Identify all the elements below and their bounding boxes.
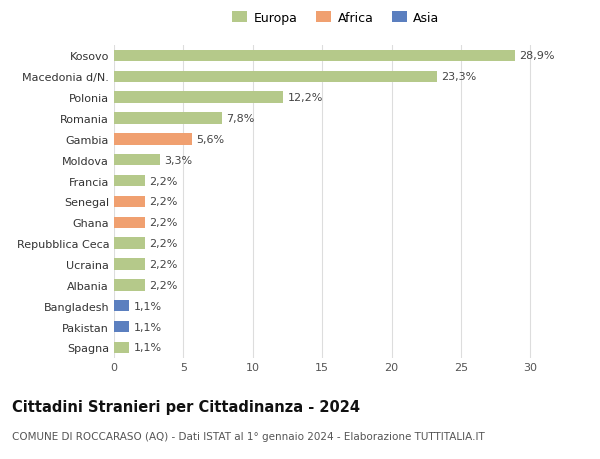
Text: 23,3%: 23,3%: [442, 72, 477, 82]
Text: 12,2%: 12,2%: [287, 93, 323, 103]
Bar: [114, 342, 129, 353]
Text: 28,9%: 28,9%: [519, 51, 554, 62]
Bar: [114, 300, 129, 312]
Bar: [114, 280, 145, 291]
Legend: Europa, Africa, Asia: Europa, Africa, Asia: [232, 11, 440, 24]
Bar: [114, 217, 145, 229]
Text: 2,2%: 2,2%: [149, 280, 177, 290]
Text: 2,2%: 2,2%: [149, 197, 177, 207]
Text: COMUNE DI ROCCARASO (AQ) - Dati ISTAT al 1° gennaio 2024 - Elaborazione TUTTITAL: COMUNE DI ROCCARASO (AQ) - Dati ISTAT al…: [12, 431, 485, 442]
Text: 2,2%: 2,2%: [149, 239, 177, 249]
Bar: [114, 134, 192, 145]
Text: 2,2%: 2,2%: [149, 218, 177, 228]
Bar: [114, 175, 145, 187]
Text: 2,2%: 2,2%: [149, 176, 177, 186]
Bar: [114, 321, 129, 332]
Bar: [114, 50, 515, 62]
Bar: [114, 155, 160, 166]
Text: 5,6%: 5,6%: [196, 134, 224, 145]
Bar: [114, 259, 145, 270]
Text: 1,1%: 1,1%: [133, 301, 161, 311]
Bar: [114, 196, 145, 207]
Text: 3,3%: 3,3%: [164, 155, 192, 165]
Text: 1,1%: 1,1%: [133, 342, 161, 353]
Bar: [114, 72, 437, 83]
Bar: [114, 92, 283, 104]
Text: 1,1%: 1,1%: [133, 322, 161, 332]
Bar: [114, 113, 222, 124]
Text: 2,2%: 2,2%: [149, 259, 177, 269]
Bar: [114, 238, 145, 249]
Text: 7,8%: 7,8%: [226, 114, 255, 124]
Text: Cittadini Stranieri per Cittadinanza - 2024: Cittadini Stranieri per Cittadinanza - 2…: [12, 399, 360, 414]
